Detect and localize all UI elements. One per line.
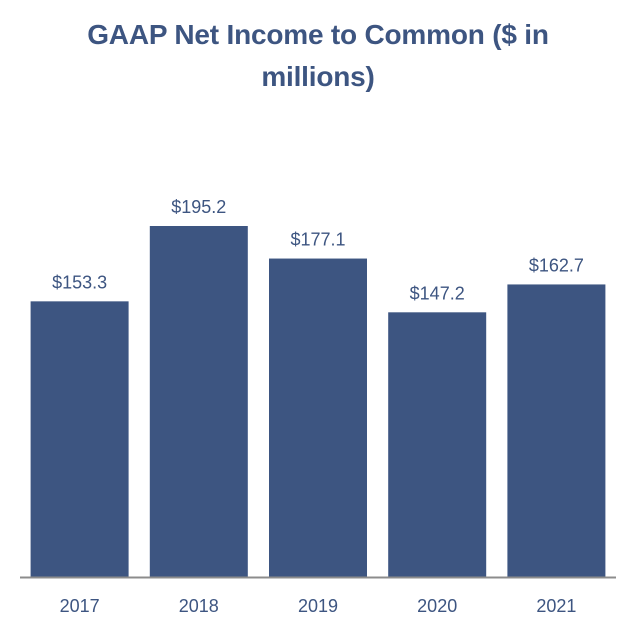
bar-2017 [30,301,129,577]
x-tick-label-2019: 2019 [298,596,338,616]
bar-2018 [149,226,248,577]
data-labels-group: $153.3 $195.2 $177.1 $147.2 $162.7 [52,197,584,303]
data-label-2020: $147.2 [410,283,465,303]
x-tick-label-2017: 2017 [60,596,100,616]
data-label-2021: $162.7 [529,255,584,275]
x-tick-label-2020: 2020 [417,596,457,616]
bars-group [30,226,606,577]
data-label-2017: $153.3 [52,272,107,292]
x-tick-label-2021: 2021 [536,596,576,616]
bar-2021 [507,284,606,577]
data-label-2018: $195.2 [171,197,226,217]
bar-2019 [269,258,367,577]
chart-title: GAAP Net Income to Common ($ in millions… [87,19,549,92]
x-tick-labels-group: 2017 2018 2019 2020 2021 [60,596,577,616]
x-tick-label-2018: 2018 [179,596,219,616]
bar-2020 [388,312,487,577]
data-label-2019: $177.1 [290,230,345,250]
